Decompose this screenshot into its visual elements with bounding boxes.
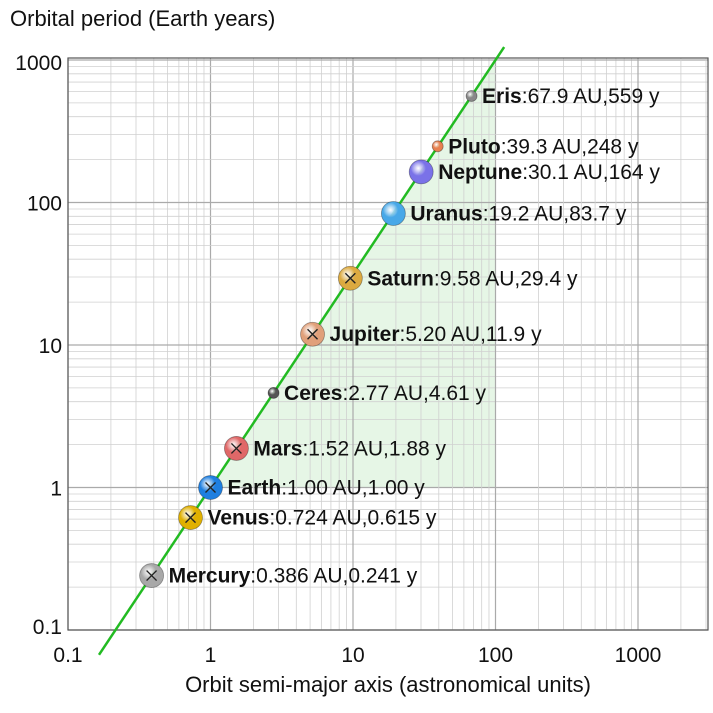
- y-tick-label: 1: [50, 478, 62, 501]
- label-eris-name: Eris: [482, 85, 522, 108]
- x-axis-label: Orbit semi-major axis (astronomical unit…: [185, 672, 591, 697]
- x-tick-label: 10: [341, 644, 364, 667]
- label-eris: Eris:67.9 AU,559 y: [482, 85, 660, 108]
- label-mercury-name: Mercury: [169, 565, 251, 588]
- label-eris-values: :67.9 AU,559 y: [522, 85, 660, 108]
- y-tick-label: 0.1: [33, 616, 62, 639]
- label-neptune-values: :30.1 AU,164 y: [522, 161, 660, 184]
- point-mercury-cross-icon: [146, 570, 158, 582]
- y-tick-label: 100: [27, 193, 62, 216]
- label-saturn-name: Saturn: [367, 267, 434, 290]
- label-neptune: Neptune:30.1 AU,164 y: [438, 161, 660, 184]
- label-mercury-values: :0.386 AU,0.241 y: [250, 565, 417, 588]
- label-venus-values: :0.724 AU,0.615 y: [269, 507, 436, 530]
- x-tick-label: 1: [205, 644, 217, 667]
- point-ceres: [267, 387, 280, 399]
- point-earth-cross-icon: [205, 482, 216, 493]
- label-uranus-values: :19.2 AU,83.7 y: [483, 203, 627, 226]
- label-earth: Earth:1.00 AU,1.00 y: [228, 477, 426, 500]
- x-tick-label: 1000: [615, 644, 662, 667]
- x-tick-label: 100: [478, 644, 513, 667]
- point-pluto: [431, 140, 444, 153]
- label-mars-name: Mars: [253, 437, 302, 460]
- label-saturn: Saturn:9.58 AU,29.4 y: [367, 267, 578, 290]
- point-uranus: [380, 201, 406, 226]
- label-ceres-name: Ceres: [284, 382, 342, 405]
- tick-labels: 0.1 1 10 100 1000 0.1 1 10 100 1000: [15, 52, 661, 667]
- point-mars-cross-icon: [230, 442, 242, 454]
- point-neptune: [408, 159, 434, 185]
- y-axis-label: Orbital period (Earth years): [10, 6, 275, 31]
- label-pluto-values: :39.3 AU,248 y: [501, 135, 639, 158]
- label-ceres: Ceres:2.77 AU,4.61 y: [284, 382, 486, 405]
- label-saturn-values: :9.58 AU,29.4 y: [434, 267, 578, 290]
- label-earth-values: :1.00 AU,1.00 y: [281, 477, 425, 500]
- point-jupiter-cross-icon: [307, 328, 319, 340]
- x-tick-label: 0.1: [53, 644, 82, 667]
- data-points: Mercury:0.386 AU,0.241 y Venus:0.724 AU,0…: [139, 85, 660, 588]
- label-jupiter: Jupiter:5.20 AU,11.9 y: [330, 323, 543, 346]
- y-tick-label: 10: [39, 335, 62, 358]
- label-uranus-name: Uranus: [410, 203, 482, 226]
- y-tick-label: 1000: [15, 52, 62, 75]
- label-mars-values: :1.52 AU,1.88 y: [302, 437, 446, 460]
- plot-frame: [67, 57, 709, 631]
- point-venus-cross-icon: [185, 512, 197, 524]
- point-eris: [465, 90, 478, 102]
- label-neptune-name: Neptune: [438, 161, 522, 184]
- label-jupiter-values: :5.20 AU,11.9 y: [400, 323, 543, 346]
- label-earth-name: Earth: [228, 477, 282, 500]
- point-saturn-cross-icon: [344, 272, 356, 284]
- label-jupiter-name: Jupiter: [330, 323, 400, 346]
- label-venus-name: Venus: [208, 507, 270, 530]
- label-uranus: Uranus:19.2 AU,83.7 y: [410, 203, 626, 226]
- label-mercury: Mercury:0.386 AU,0.241 y: [169, 565, 418, 588]
- label-mars: Mars:1.52 AU,1.88 y: [253, 437, 446, 460]
- label-venus: Venus:0.724 AU,0.615 y: [208, 507, 437, 530]
- label-pluto-name: Pluto: [448, 135, 501, 158]
- label-pluto: Pluto:39.3 AU,248 y: [448, 135, 639, 158]
- label-ceres-values: :2.77 AU,4.61 y: [342, 382, 486, 405]
